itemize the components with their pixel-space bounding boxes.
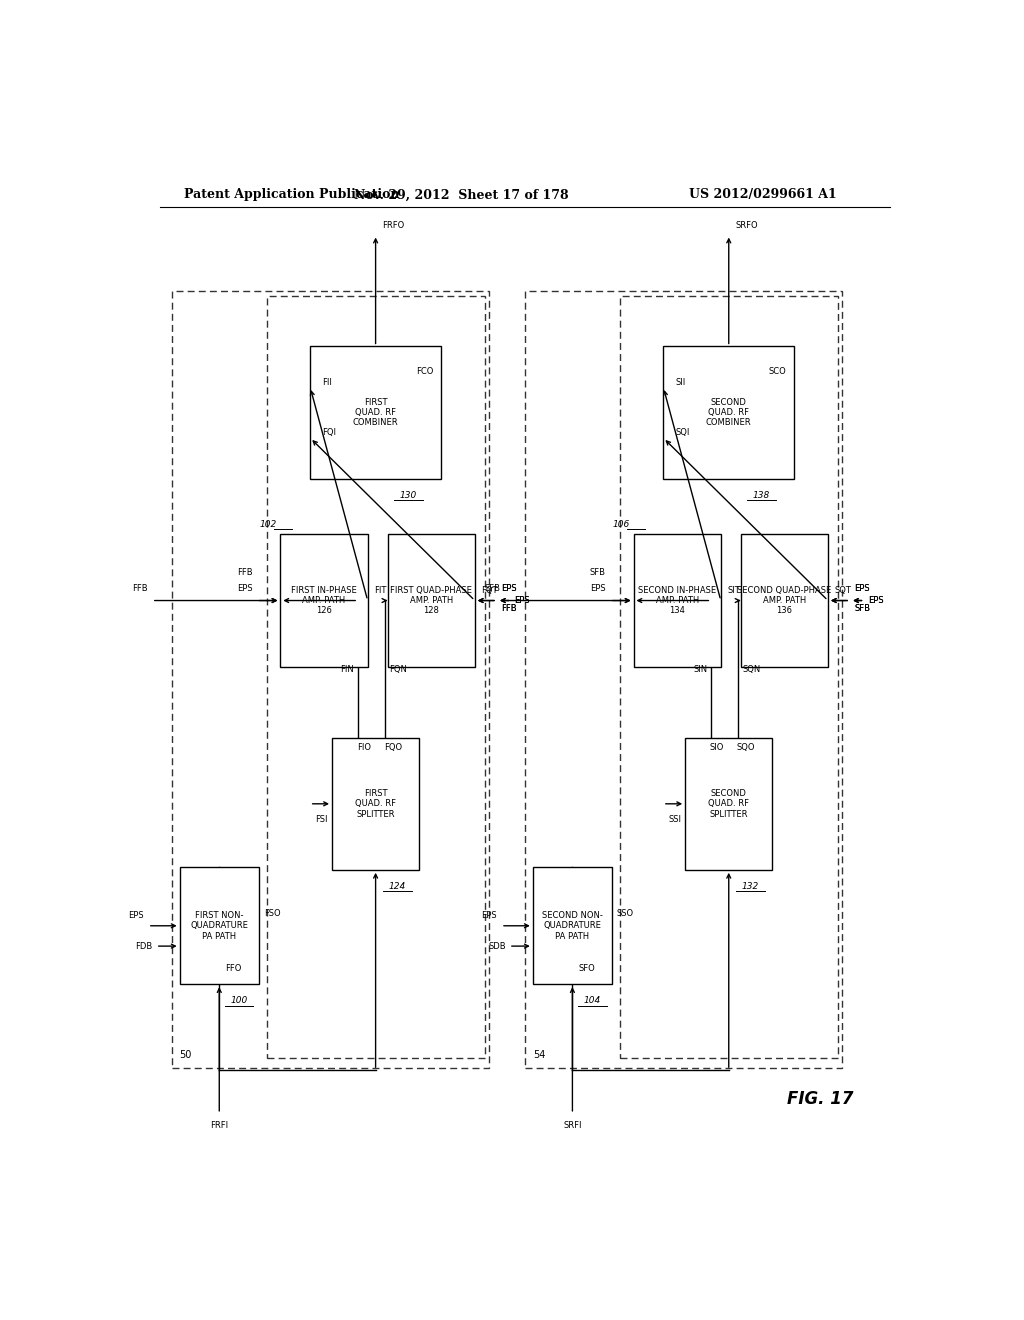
Text: 124: 124 <box>389 882 407 891</box>
Bar <box>387 535 475 667</box>
Text: EPS: EPS <box>237 583 253 593</box>
Text: FFB: FFB <box>501 605 517 614</box>
Text: SECOND
QUAD. RF
COMBINER: SECOND QUAD. RF COMBINER <box>706 397 752 428</box>
Text: EPS: EPS <box>867 597 884 605</box>
Text: SRFO: SRFO <box>735 220 758 230</box>
Text: 102: 102 <box>259 520 276 529</box>
Text: FFO: FFO <box>225 964 242 973</box>
Text: FQN: FQN <box>389 665 407 673</box>
Text: FRFO: FRFO <box>382 220 404 230</box>
Text: EPS: EPS <box>867 597 884 605</box>
Text: SIT: SIT <box>727 586 740 595</box>
Text: FQT: FQT <box>481 586 498 595</box>
Text: EPS: EPS <box>501 583 517 593</box>
Text: EPS: EPS <box>128 911 143 920</box>
Text: FQO: FQO <box>384 743 402 752</box>
Text: SFB: SFB <box>590 568 606 577</box>
Text: FIRST
QUAD. RF
SPLITTER: FIRST QUAD. RF SPLITTER <box>355 789 396 818</box>
Bar <box>281 535 368 667</box>
Text: EPS: EPS <box>590 583 606 593</box>
Text: SFB: SFB <box>854 605 870 614</box>
Text: FSO: FSO <box>264 909 281 919</box>
Text: 106: 106 <box>612 520 630 529</box>
Text: 130: 130 <box>399 491 417 500</box>
Text: FFB: FFB <box>237 568 253 577</box>
Text: SDB: SDB <box>488 941 506 950</box>
Bar <box>524 290 842 1068</box>
Text: SECOND
QUAD. RF
SPLITTER: SECOND QUAD. RF SPLITTER <box>709 789 750 818</box>
Text: 104: 104 <box>584 997 601 1006</box>
Text: EPS: EPS <box>514 597 530 605</box>
Text: 50: 50 <box>179 1049 191 1060</box>
Text: SSO: SSO <box>616 909 634 919</box>
Text: FIRST NON-
QUADRATURE
PA PATH: FIRST NON- QUADRATURE PA PATH <box>190 911 248 941</box>
Text: FFB: FFB <box>132 583 147 593</box>
Text: Patent Application Publication: Patent Application Publication <box>183 189 399 202</box>
Text: 132: 132 <box>742 882 759 891</box>
Text: SFB: SFB <box>485 583 501 593</box>
Bar <box>172 290 489 1068</box>
Text: FDB: FDB <box>135 941 153 950</box>
Text: FIT: FIT <box>374 586 386 595</box>
Text: FCO: FCO <box>416 367 433 376</box>
Bar <box>267 296 485 1057</box>
Bar <box>332 738 419 870</box>
Text: EPS: EPS <box>854 583 869 593</box>
Text: FIN: FIN <box>340 665 354 673</box>
Text: FII: FII <box>322 378 332 387</box>
Text: FQI: FQI <box>322 428 336 437</box>
Bar <box>179 867 259 985</box>
Text: 100: 100 <box>230 997 248 1006</box>
Text: EPS: EPS <box>514 597 530 605</box>
Text: US 2012/0299661 A1: US 2012/0299661 A1 <box>689 189 837 202</box>
Text: SFO: SFO <box>579 964 596 973</box>
Text: Nov. 29, 2012  Sheet 17 of 178: Nov. 29, 2012 Sheet 17 of 178 <box>354 189 568 202</box>
Text: SQN: SQN <box>742 665 761 673</box>
Text: EPS: EPS <box>501 583 517 593</box>
Text: FIO: FIO <box>356 743 371 752</box>
Bar <box>634 535 721 667</box>
Text: EPS: EPS <box>481 911 497 920</box>
Text: FIG. 17: FIG. 17 <box>786 1089 853 1107</box>
Text: SECOND NON-
QUADRATURE
PA PATH: SECOND NON- QUADRATURE PA PATH <box>542 911 603 941</box>
Text: SII: SII <box>675 378 685 387</box>
Text: SECOND QUAD-PHASE
AMP. PATH
136: SECOND QUAD-PHASE AMP. PATH 136 <box>737 586 831 615</box>
Text: 54: 54 <box>532 1049 545 1060</box>
Bar <box>620 296 839 1057</box>
Text: FFB: FFB <box>501 605 517 614</box>
Bar <box>685 738 772 870</box>
Text: FRFI: FRFI <box>210 1121 228 1130</box>
Bar <box>310 346 441 479</box>
Text: SFB: SFB <box>854 605 870 614</box>
Text: FSI: FSI <box>315 814 328 824</box>
Text: SQI: SQI <box>675 428 689 437</box>
Text: SECOND IN-PHASE
AMP. PATH
134: SECOND IN-PHASE AMP. PATH 134 <box>638 586 716 615</box>
Bar <box>532 867 612 985</box>
Text: SQO: SQO <box>737 743 756 752</box>
Text: EPS: EPS <box>854 583 869 593</box>
Text: SRFI: SRFI <box>563 1121 582 1130</box>
Text: SIN: SIN <box>693 665 708 673</box>
Text: FIRST QUAD-PHASE
AMP. PATH
128: FIRST QUAD-PHASE AMP. PATH 128 <box>390 586 472 615</box>
Text: FIRST
QUAD. RF
COMBINER: FIRST QUAD. RF COMBINER <box>353 397 398 428</box>
Bar <box>740 535 828 667</box>
Text: SQT: SQT <box>835 586 851 595</box>
Text: 138: 138 <box>753 491 770 500</box>
Text: SCO: SCO <box>769 367 786 376</box>
Text: FIRST IN-PHASE
AMP. PATH
126: FIRST IN-PHASE AMP. PATH 126 <box>291 586 357 615</box>
Text: SSI: SSI <box>668 814 681 824</box>
Bar <box>664 346 795 479</box>
Text: SIO: SIO <box>710 743 724 752</box>
